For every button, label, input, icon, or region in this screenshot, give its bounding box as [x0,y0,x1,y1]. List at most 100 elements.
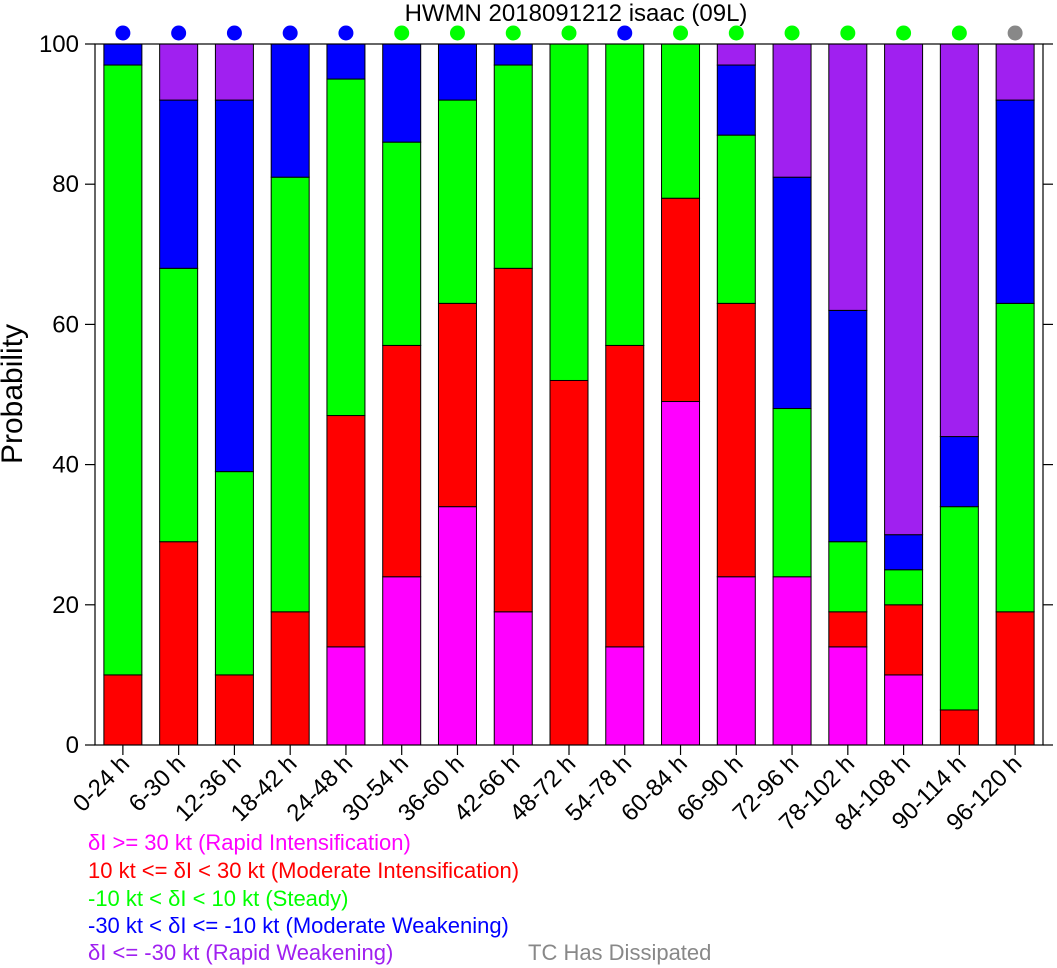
bar-segment-rapid-intensification-6 [437,506,477,746]
y-tick-label-80: 80 [52,171,79,198]
y-tick-label-0: 0 [66,732,79,759]
status-dot-16 [1007,25,1023,41]
y-tick-label-60: 60 [52,311,79,338]
bar-segment-rapid-intensification-10 [661,401,701,746]
bar-segment-steady-0 [103,64,143,676]
status-dot-14 [896,25,912,41]
bar-segment-steady-15 [939,506,979,711]
bar-segment-steady-10 [661,43,701,199]
axes-layer: 0 20 40 60 80 100 [39,31,1053,759]
bar-segment-moderate-intensification-10 [661,197,701,403]
status-dot-2 [226,25,242,41]
bar-segment-moderate-intensification-3 [270,611,310,746]
bar-segment-rapid-weakening-11 [716,43,756,66]
bar-segment-moderate-intensification-11 [716,302,756,578]
bar-segment-rapid-intensification-12 [772,576,812,746]
bar-segment-moderate-weakening-14 [884,534,924,571]
bar-segment-moderate-weakening-2 [214,99,254,473]
status-dot-9 [617,25,633,41]
bar-segment-moderate-intensification-0 [103,674,143,746]
bar-segment-moderate-weakening-16 [995,99,1035,304]
y-axis-label: Probability [0,324,29,464]
bar-segment-rapid-intensification-7 [493,611,533,746]
status-dot-5 [394,25,410,41]
bar-segment-moderate-weakening-6 [437,43,477,101]
bar-segment-steady-2 [214,471,254,676]
legend-rapid-intensification: δI >= 30 kt (Rapid Intensification) [88,830,411,855]
legend: δI >= 30 kt (Rapid Intensification) 10 k… [88,830,711,965]
status-dot-8 [561,25,577,41]
bar-segment-moderate-weakening-12 [772,176,812,410]
bar-segment-moderate-weakening-4 [326,43,366,80]
bar-segment-rapid-intensification-13 [828,646,868,746]
bar-segment-moderate-weakening-1 [159,99,199,269]
bar-segment-moderate-weakening-13 [828,309,868,543]
bar-segment-steady-11 [716,134,756,304]
bar-segment-steady-8 [549,43,589,381]
bar-segment-moderate-intensification-8 [549,379,589,746]
bar-segment-moderate-weakening-5 [382,43,422,143]
bar-segment-rapid-weakening-12 [772,43,812,178]
bar-segment-steady-9 [605,43,645,346]
bar-segment-moderate-intensification-2 [214,674,254,746]
status-dots-layer [115,25,1023,41]
bar-segment-steady-6 [437,99,477,304]
bar-segment-rapid-weakening-13 [828,43,868,311]
chart-title: HWMN 2018091212 isaac (09L) [405,0,748,27]
legend-moderate-intensification: 10 kt <= δI < 30 kt (Moderate Intensific… [88,858,519,883]
bar-segment-moderate-intensification-15 [939,709,979,746]
bar-segment-steady-5 [382,141,422,346]
y-tick-label-20: 20 [52,592,79,619]
status-dot-7 [505,25,521,41]
legend-moderate-weakening: -30 kt < δI <= -10 kt (Moderate Weakenin… [88,913,509,938]
bar-segment-moderate-weakening-11 [716,64,756,136]
bar-segment-moderate-intensification-13 [828,611,868,648]
bar-segment-moderate-intensification-4 [326,415,366,648]
bar-segment-rapid-intensification-14 [884,674,924,746]
bars-layer [103,43,1035,746]
bar-segment-steady-1 [159,267,199,543]
bar-segment-moderate-intensification-14 [884,604,924,676]
status-dot-13 [840,25,856,41]
bar-segment-rapid-intensification-11 [716,576,756,746]
status-dot-3 [282,25,298,41]
bar-segment-rapid-weakening-15 [939,43,979,438]
bar-segment-steady-3 [270,176,310,613]
status-dot-1 [171,25,187,41]
bar-segment-moderate-intensification-16 [995,611,1035,746]
x-tick-labels: 0-24 h6-30 h12-36 h18-42 h24-48 h30-54 h… [68,750,1027,836]
bar-segment-moderate-intensification-5 [382,344,422,578]
y-tick-label-100: 100 [39,31,79,58]
y-tick-label-40: 40 [52,452,79,479]
legend-rapid-weakening: δI <= -30 kt (Rapid Weakening) [88,940,393,965]
legend-steady: -10 kt < δI < 10 kt (Steady) [88,886,348,911]
bar-segment-steady-16 [995,302,1035,613]
bar-segment-rapid-weakening-2 [214,43,254,101]
bar-segment-rapid-weakening-14 [884,43,924,536]
bar-segment-steady-7 [493,64,533,269]
legend-tc-dissipated: TC Has Dissipated [528,940,711,965]
bar-segment-moderate-intensification-1 [159,541,199,746]
bar-segment-rapid-intensification-4 [326,646,366,746]
bar-segment-rapid-intensification-9 [605,646,645,746]
bar-segment-rapid-weakening-1 [159,43,199,101]
bar-segment-moderate-weakening-3 [270,43,310,178]
status-dot-10 [673,25,689,41]
status-dot-0 [115,25,131,41]
bar-segment-steady-14 [884,569,924,606]
status-dot-4 [338,25,354,41]
x-tick-label-0: 0-24 h [68,750,135,817]
bar-segment-moderate-weakening-0 [103,43,143,66]
bar-segment-steady-13 [828,541,868,613]
bar-segment-rapid-intensification-5 [382,576,422,746]
bar-segment-steady-4 [326,78,366,417]
status-dot-11 [728,25,744,41]
status-dot-12 [784,25,800,41]
status-dot-15 [951,25,967,41]
bar-segment-moderate-weakening-7 [493,43,533,66]
bar-segment-moderate-weakening-15 [939,436,979,508]
bar-segment-moderate-intensification-6 [437,302,477,508]
bar-segment-moderate-intensification-9 [605,344,645,648]
bar-segment-moderate-intensification-7 [493,267,533,613]
